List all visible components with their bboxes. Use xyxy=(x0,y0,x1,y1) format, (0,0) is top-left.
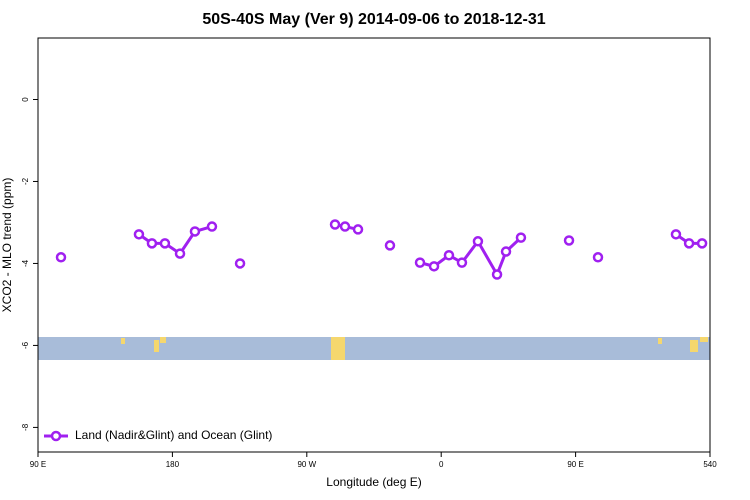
point xyxy=(683,238,695,249)
y-tick-label: -4 xyxy=(21,259,30,267)
y-tick-label: -6 xyxy=(21,341,30,349)
chart-title: 50S-40S May (Ver 9) 2014-09-06 to 2018-1… xyxy=(202,11,545,28)
legend-label: Land (Nadir&Glint) and Ocean (Glint) xyxy=(75,428,272,442)
x-axis-label: Longitude (deg E) xyxy=(326,475,421,489)
x-tick-label: 540 xyxy=(703,460,717,469)
point xyxy=(329,219,341,230)
point xyxy=(515,232,527,243)
point xyxy=(234,258,246,269)
y-tick-label: 0 xyxy=(21,97,30,102)
point xyxy=(696,238,708,249)
point xyxy=(206,221,218,232)
point xyxy=(500,246,512,257)
point xyxy=(443,249,455,261)
point xyxy=(133,229,145,240)
point xyxy=(352,224,364,235)
point xyxy=(428,261,440,272)
point xyxy=(339,221,351,232)
point xyxy=(670,229,682,240)
point xyxy=(563,235,575,246)
point xyxy=(491,269,503,280)
y-tick-label: -8 xyxy=(21,423,30,431)
legend-marker xyxy=(50,430,62,442)
point xyxy=(592,252,604,263)
point xyxy=(384,240,396,251)
y-tick-label: -2 xyxy=(21,177,30,185)
point xyxy=(55,252,67,263)
plot-frame xyxy=(37,37,711,453)
x-tick-label: 180 xyxy=(166,460,180,469)
x-tick-label: 0 xyxy=(439,460,444,469)
point xyxy=(189,226,201,237)
point xyxy=(146,238,158,249)
point xyxy=(414,257,426,268)
x-tick-label: 90 W xyxy=(297,460,316,469)
point xyxy=(159,238,171,249)
map-band xyxy=(38,337,710,360)
x-tick-label: 90 E xyxy=(30,460,46,469)
x-tick-label: 90 E xyxy=(567,460,583,469)
point xyxy=(174,248,186,259)
y-axis-label: XCO2 - MLO trend (ppm) xyxy=(0,178,14,313)
point xyxy=(456,257,468,268)
point xyxy=(472,236,484,247)
